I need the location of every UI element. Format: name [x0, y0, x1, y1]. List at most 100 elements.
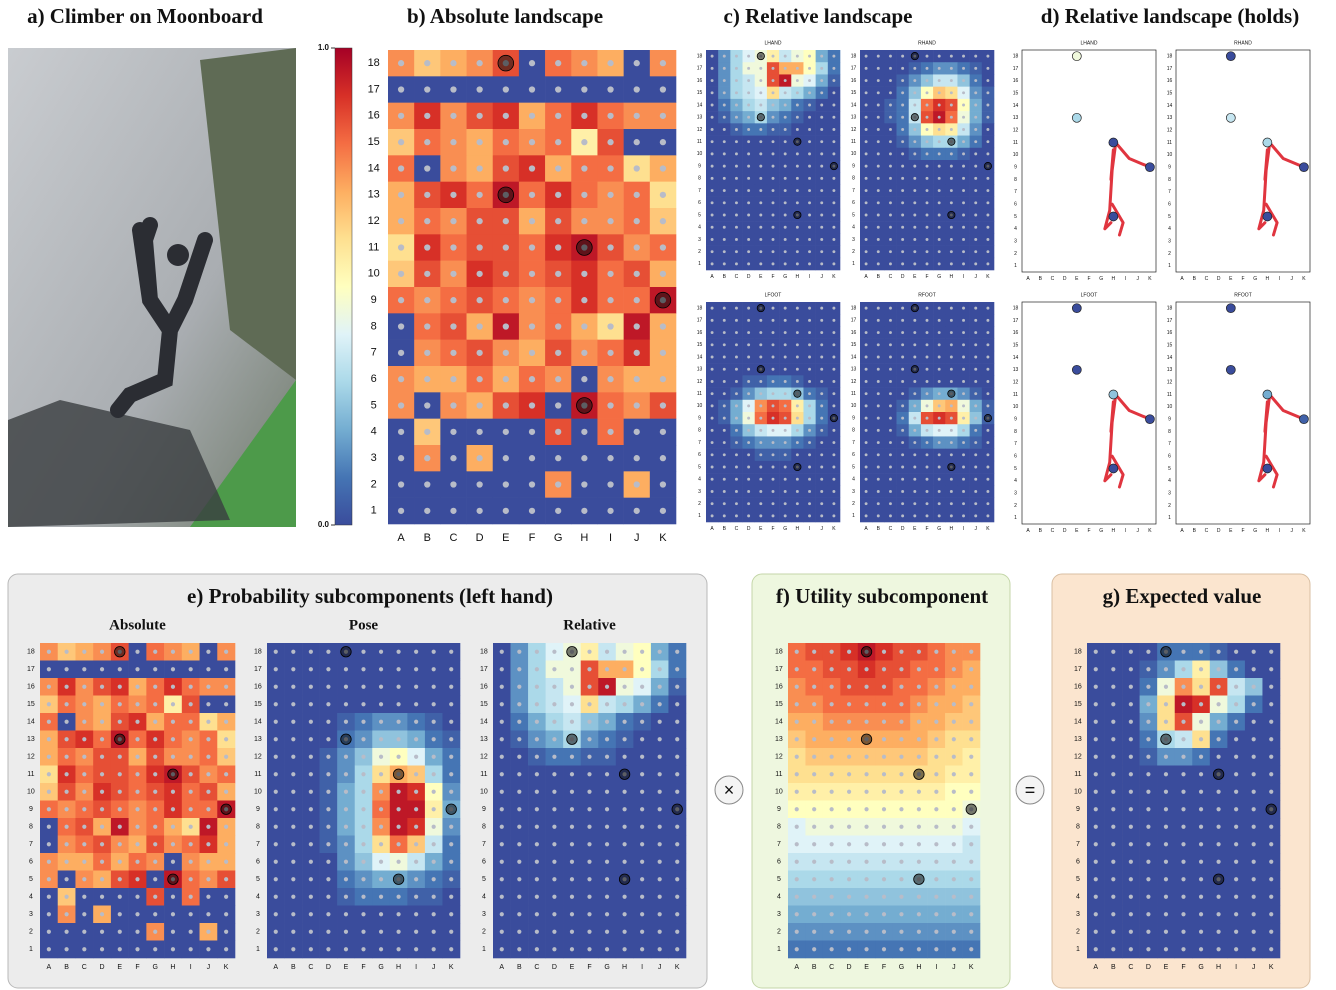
- hold-dot: [830, 755, 834, 759]
- hold-dot: [82, 702, 86, 706]
- hold-dot: [808, 392, 811, 395]
- hold-dot: [82, 650, 86, 654]
- hold-dot: [449, 895, 453, 899]
- row-label: 16: [775, 684, 783, 691]
- hold-dot: [1216, 720, 1220, 724]
- hold-dot: [950, 189, 953, 192]
- column-label: E: [344, 964, 349, 971]
- row-label: 7: [1168, 189, 1171, 195]
- hold-dot: [772, 140, 775, 143]
- column-label: J: [974, 526, 977, 532]
- hold-dot: [952, 772, 956, 776]
- hold-dot: [1111, 650, 1115, 654]
- row-label: 12: [1074, 754, 1082, 761]
- hold: [1161, 647, 1172, 658]
- hold-dot: [759, 429, 762, 432]
- hold-dot: [772, 453, 775, 456]
- hold-dot: [634, 244, 640, 250]
- hold-dot: [974, 478, 977, 481]
- column-label: E: [1075, 528, 1079, 534]
- hold-dot: [47, 790, 51, 794]
- hold-dot: [309, 807, 313, 811]
- hold-dot: [326, 685, 330, 689]
- column-label: B: [64, 964, 69, 971]
- hold-dot: [361, 755, 365, 759]
- hold-dot: [326, 790, 330, 794]
- hold-dot: [517, 720, 521, 724]
- hold-dot: [605, 895, 609, 899]
- hold-dot: [784, 404, 787, 407]
- hold-dot: [206, 877, 210, 881]
- hold-dot: [100, 667, 104, 671]
- hold-dot: [82, 772, 86, 776]
- hold-dot: [1129, 807, 1133, 811]
- hold-dot: [1146, 947, 1150, 951]
- hold: [757, 304, 764, 311]
- hold-dot: [171, 790, 175, 794]
- hold-dot: [795, 860, 799, 864]
- hold-dot: [913, 177, 916, 180]
- hold-dot: [820, 91, 823, 94]
- hold: [168, 874, 179, 885]
- hold-dot: [735, 441, 738, 444]
- hold-dot: [100, 685, 104, 689]
- hold-dot: [747, 116, 750, 119]
- subplot-title: LHAND: [765, 40, 782, 46]
- heatmap: [493, 643, 686, 958]
- hold-dot: [450, 218, 456, 224]
- hold-dot: [398, 86, 404, 92]
- hold-dot: [865, 356, 868, 359]
- hold-dot: [986, 429, 989, 432]
- hold-dot: [796, 262, 799, 265]
- column-label: B: [424, 532, 431, 544]
- row-label: 7: [482, 841, 486, 848]
- heatmap: [388, 50, 676, 524]
- hold-value: [1299, 415, 1308, 424]
- hold: [619, 874, 630, 885]
- hold-dot: [675, 720, 679, 724]
- row-label: 16: [1013, 330, 1019, 336]
- hold-dot: [820, 490, 823, 493]
- hold-dot: [1234, 650, 1238, 654]
- hold-dot: [570, 772, 574, 776]
- hold-dot: [640, 720, 644, 724]
- column-label: F: [1087, 276, 1090, 282]
- hold-dot: [711, 79, 714, 82]
- heatmap: [706, 302, 840, 522]
- hold-dot: [820, 189, 823, 192]
- hold-dot: [500, 842, 504, 846]
- hold-dot: [974, 262, 977, 265]
- row-label: 18: [254, 649, 262, 656]
- hold-dot: [171, 807, 175, 811]
- hold-dot: [711, 140, 714, 143]
- hold-dot: [396, 912, 400, 916]
- hold-dot: [877, 478, 880, 481]
- hold-dot: [82, 842, 86, 846]
- row-label: 6: [777, 859, 781, 866]
- hold-dot: [759, 67, 762, 70]
- hold-dot: [47, 807, 51, 811]
- hold-dot: [877, 55, 880, 58]
- row-label: 10: [1167, 152, 1173, 158]
- hold: [794, 390, 801, 397]
- hold-dot: [570, 702, 574, 706]
- hold-dot: [535, 772, 539, 776]
- hold-dot: [864, 807, 868, 811]
- hold-dot: [784, 152, 787, 155]
- hold-dot: [735, 514, 738, 517]
- hold-dot: [711, 514, 714, 517]
- hold-dot: [344, 755, 348, 759]
- hold-dot: [634, 376, 640, 382]
- hold-dot: [926, 104, 929, 107]
- hold-dot: [832, 91, 835, 94]
- hold-dot: [206, 790, 210, 794]
- hold-dot: [189, 685, 193, 689]
- hold-dot: [723, 368, 726, 371]
- row-label: 14: [1167, 103, 1173, 109]
- row-label: 17: [368, 83, 380, 95]
- row-label: 4: [698, 477, 701, 483]
- hold-dot: [889, 238, 892, 241]
- hold-dot: [587, 737, 591, 741]
- hold-dot: [658, 912, 662, 916]
- hold-dot: [1181, 895, 1185, 899]
